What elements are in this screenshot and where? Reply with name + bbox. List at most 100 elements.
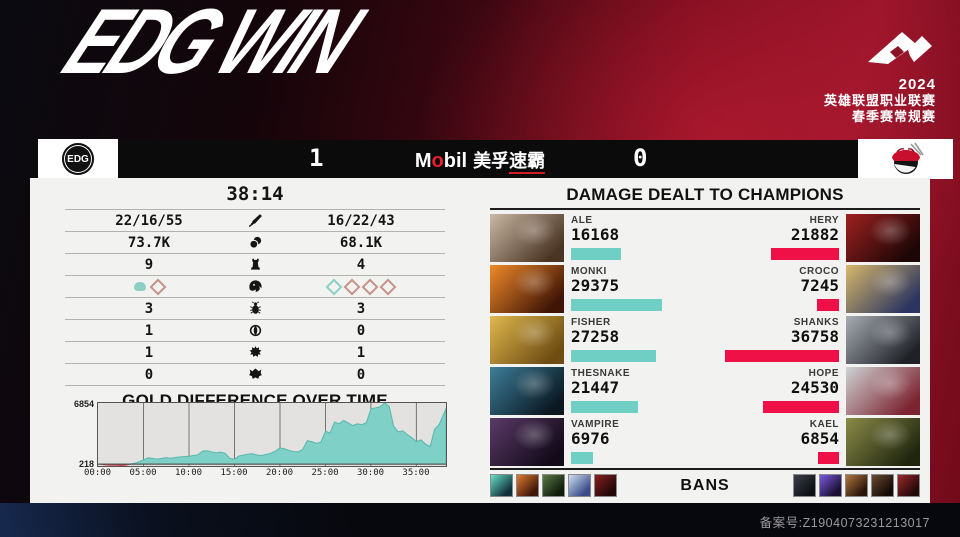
sponsor-cn-text: 美孚速霸 — [473, 151, 546, 174]
sponsor-logo: Mobil 美孚速霸 — [415, 147, 546, 174]
damage-bar — [571, 299, 662, 311]
stat-left-value: 73.7K — [127, 234, 171, 251]
league-name-line2: 春季赛常规赛 — [851, 109, 936, 124]
stat-left-value: 9 — [144, 256, 154, 273]
right-score: 0 — [633, 144, 648, 172]
damage-value: 36758 — [790, 327, 839, 346]
banned-champion-icon — [819, 474, 842, 497]
damage-row: FISHER 27258 SHANKS 36758 — [490, 316, 920, 364]
champion-portrait-left — [490, 265, 564, 313]
champion-portrait-right — [846, 214, 920, 262]
drake-diamond-icon — [325, 278, 343, 295]
league-block: 2024 英雄联盟职业联赛 春季赛常规赛 — [824, 26, 936, 125]
grub-icon — [233, 300, 277, 317]
damage-stats-left: MONKI 29375 — [571, 265, 721, 313]
drake-diamond-icon — [379, 278, 397, 295]
record-number: 备案号:Z1904073231213017 — [759, 516, 930, 530]
stat-right-value: 0 — [356, 322, 366, 339]
banned-champion-icon — [871, 474, 894, 497]
damage-row: VAMPIRE 6976 KAEL 6854 — [490, 418, 920, 466]
champion-portrait-left — [490, 214, 564, 262]
stat-left-value: 1 — [144, 344, 154, 361]
stat-row-gold: 73.7K 68.1K — [65, 231, 445, 253]
champion-portrait-right — [846, 316, 920, 364]
player-name: SHANKS — [793, 317, 839, 328]
stat-row-kills: 22/16/55 16/22/43 — [65, 209, 445, 231]
drake-diamond-icon — [343, 278, 361, 295]
stat-right-value: 68.1K — [339, 234, 383, 251]
team-logo-right-box — [858, 139, 953, 179]
game-time: 38:14 — [226, 183, 284, 205]
score-bar: EDG 1 Mobil 美孚速霸 0 — [30, 139, 953, 179]
banned-champion-icon — [568, 474, 591, 497]
champion-portrait-left — [490, 367, 564, 415]
league-year: 2024 — [898, 76, 936, 93]
win-banner: EDG WIN — [48, 0, 374, 93]
banned-champion-icon — [897, 474, 920, 497]
sword-icon — [233, 213, 277, 229]
damage-title-underline — [490, 208, 920, 210]
stat-right-value: 16/22/43 — [327, 212, 395, 229]
gold-chart-plot — [98, 403, 446, 466]
damage-row: ALE 16168 HERY 21882 — [490, 214, 920, 262]
damage-row: THESNAKE 21447 HOPE 24530 — [490, 367, 920, 415]
banned-champion-icon — [594, 474, 617, 497]
stats-table: 22/16/55 16/22/43 73.7K 68.1K 9 4 3 3 1 0 1 1 0 0 — [65, 209, 445, 386]
stat-row-drakes — [65, 275, 445, 297]
player-name: KAEL — [809, 419, 839, 430]
damage-row-middle: MONKI 29375 CROCO 7245 — [564, 265, 846, 313]
damage-rows: ALE 16168 HERY 21882 MONKI 29375 CROCO 7245 FISH… — [490, 214, 920, 466]
damage-value: 6976 — [571, 429, 610, 448]
banned-champion-icon — [516, 474, 539, 497]
player-name: HERY — [809, 215, 839, 226]
damage-row: MONKI 29375 CROCO 7245 — [490, 265, 920, 313]
champion-portrait-left — [490, 418, 564, 466]
damage-value: 21882 — [790, 225, 839, 244]
player-name: THESNAKE — [571, 368, 631, 379]
banned-champion-icon — [490, 474, 513, 497]
tower-icon — [233, 257, 277, 273]
damage-value: 27258 — [571, 327, 620, 346]
damage-value: 16168 — [571, 225, 620, 244]
x-tick-label: 00:00 — [84, 468, 112, 478]
bans-label: BANS — [680, 476, 730, 494]
x-tick-label: 30:00 — [356, 468, 385, 478]
stat-right-value: 1 — [356, 344, 366, 361]
stat-right-value: 4 — [356, 256, 366, 273]
champion-portrait-left — [490, 316, 564, 364]
herald-icon — [233, 323, 277, 339]
damage-stats-right: SHANKS 36758 — [689, 316, 839, 364]
player-name: ALE — [571, 215, 593, 226]
damage-value: 6854 — [800, 429, 839, 448]
champion-portrait-right — [846, 418, 920, 466]
stats-panel: 38:14 22/16/55 16/22/43 73.7K 68.1K 9 4 3 3 1 0 1 1… — [30, 178, 930, 503]
baron-icon — [233, 345, 277, 361]
elder-icon — [233, 367, 277, 383]
x-tick-label: 20:00 — [265, 468, 294, 478]
league-name-line1: 英雄联盟职业联赛 — [823, 93, 936, 108]
damage-title: DAMAGE DEALT TO CHAMPIONS — [566, 185, 844, 204]
drakes-left-icons — [134, 278, 167, 295]
stat-right-value: 3 — [356, 300, 366, 317]
damage-bar — [571, 452, 593, 464]
dragon-icon — [233, 279, 277, 295]
damage-bar — [571, 350, 656, 362]
player-name: HOPE — [808, 368, 839, 379]
damage-stats-right: KAEL 6854 — [689, 418, 839, 466]
x-axis-labels: 00:00 05:00 10:00 15:00 20:00 25:00 30:00 35:00 — [84, 468, 457, 480]
damage-value: 21447 — [571, 378, 620, 397]
damage-stats-left: FISHER 27258 — [571, 316, 721, 364]
player-name: CROCO — [799, 266, 839, 277]
stat-left-value: 3 — [144, 300, 154, 317]
x-tick-label: 15:00 — [220, 468, 248, 478]
banned-champion-icon — [845, 474, 868, 497]
champion-portrait-right — [846, 265, 920, 313]
drake-cloud-icon — [134, 282, 146, 291]
x-tick-label: 35:00 — [402, 468, 430, 478]
damage-stats-left: THESNAKE 21447 — [571, 367, 721, 415]
drake-diamond-icon — [149, 278, 167, 295]
damage-bar — [763, 401, 839, 413]
stat-left-value: 22/16/55 — [115, 212, 183, 229]
